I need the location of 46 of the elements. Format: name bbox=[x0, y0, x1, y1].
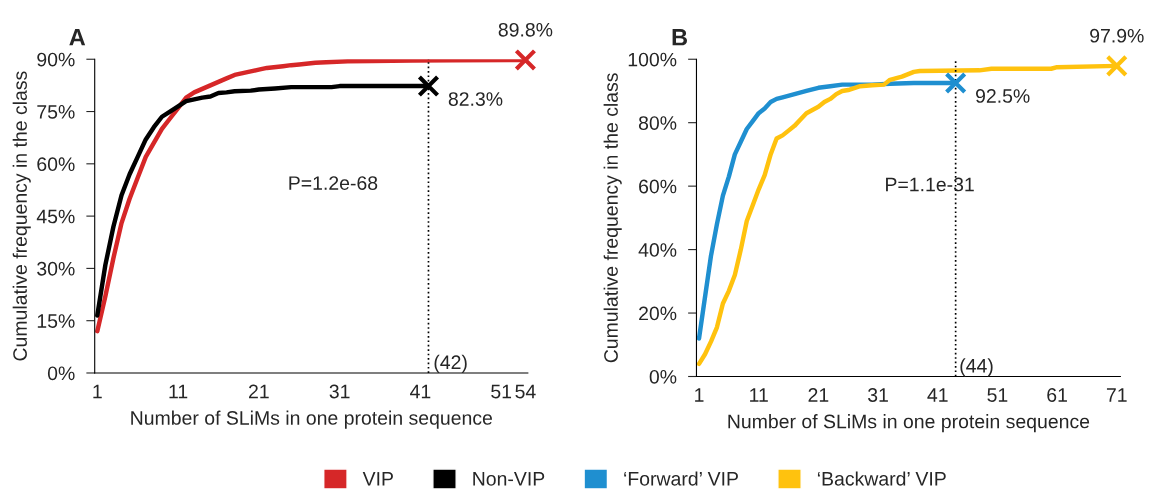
annotation: P=1.2e-68 bbox=[289, 176, 378, 190]
annotation: 97.9% bbox=[1090, 28, 1144, 43]
x-tick-label: 71 bbox=[1106, 388, 1127, 402]
y-tick-label: 40% bbox=[638, 243, 677, 257]
annotation: 92.5% bbox=[976, 89, 1030, 103]
x-tick-label: 1 bbox=[695, 388, 704, 402]
x-tick-label: 1 bbox=[93, 384, 102, 399]
x-tick-label: 54 bbox=[515, 384, 536, 399]
x-tick-label: 31 bbox=[329, 384, 350, 399]
ref-line-label: (44) bbox=[960, 358, 993, 377]
x-tick-label: 51 bbox=[491, 384, 512, 399]
y-tick-label: 0% bbox=[47, 366, 75, 381]
legend-label: ‘Forward’ VIP bbox=[624, 471, 738, 486]
y-tick-label: 45% bbox=[36, 209, 75, 224]
legend-label: VIP bbox=[362, 472, 393, 486]
x-axis-title: Number of SLiMs in one protein sequence bbox=[131, 410, 493, 429]
y-tick-label: 60% bbox=[639, 179, 677, 194]
x-tick-label: 61 bbox=[1047, 388, 1067, 402]
x-tick-label: 31 bbox=[867, 388, 888, 402]
annotation: 89.8% bbox=[498, 22, 553, 37]
y-tick-label: 30% bbox=[37, 261, 75, 276]
chart-title: A bbox=[69, 29, 86, 46]
y-tick-label: 0% bbox=[649, 369, 677, 384]
x-axis-title: Number of SLiMs in one protein sequence bbox=[728, 414, 1090, 433]
y-tick-label: 80% bbox=[638, 116, 677, 130]
x-tick-label: 11 bbox=[750, 388, 768, 402]
ref-line-label: (42) bbox=[434, 354, 467, 373]
x-tick-label: 41 bbox=[410, 384, 431, 399]
y-tick-label: 15% bbox=[37, 314, 75, 328]
chart-title: B bbox=[672, 29, 688, 46]
legend-label: ‘Backward’ VIP bbox=[817, 471, 946, 486]
y-axis-title: Cumulative frequency in the class bbox=[603, 73, 622, 363]
y-tick-label: 60% bbox=[37, 157, 75, 172]
annotation: P=1.1e-31 bbox=[886, 177, 974, 192]
x-tick-label: 21 bbox=[249, 384, 269, 399]
x-tick-label: 41 bbox=[927, 388, 948, 402]
y-tick-label: 90% bbox=[37, 52, 75, 67]
y-tick-label: 75% bbox=[37, 105, 75, 119]
x-tick-label: 21 bbox=[808, 388, 829, 402]
y-axis-title: Cumulative frequency in the class bbox=[12, 71, 31, 361]
legend-label: Non-VIP bbox=[473, 472, 545, 486]
y-tick-label: 20% bbox=[639, 306, 677, 321]
x-tick-label: 11 bbox=[169, 384, 188, 399]
x-tick-label: 51 bbox=[987, 388, 1008, 402]
annotation: 82.3% bbox=[448, 92, 503, 106]
y-tick-label: 100% bbox=[628, 52, 677, 67]
